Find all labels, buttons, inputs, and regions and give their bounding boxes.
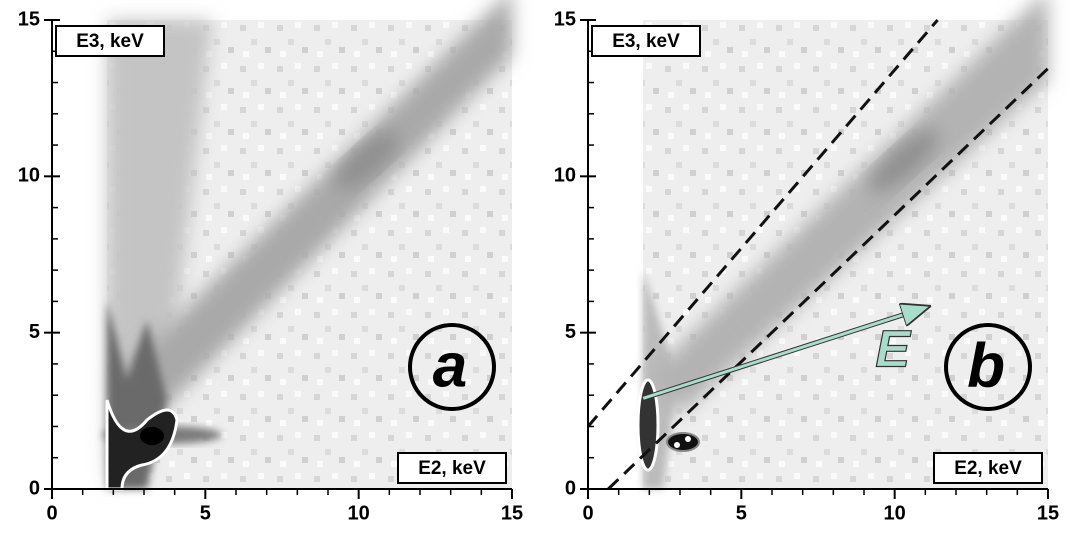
y-tick-label: 5	[29, 321, 40, 343]
dashed-line	[586, 19, 939, 428]
annotation-label: E	[875, 320, 911, 378]
label-box	[933, 452, 1043, 484]
y-tick-label: 10	[554, 165, 576, 187]
x-axis-label: E2, keV	[418, 458, 486, 479]
dashed-line	[607, 67, 1050, 491]
y-tick-label: 10	[18, 165, 40, 187]
panel: E 0 5 10 15 0 5 10 15 E3, keV E2, keV b	[554, 0, 1059, 524]
label-box	[591, 25, 701, 57]
x-tick-label: 10	[884, 502, 906, 524]
x-tick-label: 5	[736, 502, 747, 524]
density	[102, 0, 512, 491]
x-tick-label: 15	[1037, 502, 1059, 524]
y-tick-label: 0	[565, 477, 576, 499]
label-box	[397, 452, 507, 484]
panel: 0 5 10 15 0 5 10 15 E3, keV E2, keV a	[18, 0, 523, 524]
y-tick-label: 5	[565, 321, 576, 343]
x-axis-label: E2, keV	[954, 458, 1022, 479]
panel-label: a	[433, 331, 467, 400]
arrow	[642, 308, 925, 400]
y-axis-label: E3, keV	[612, 31, 680, 52]
x-tick-label: 15	[501, 502, 523, 524]
label-box	[55, 25, 165, 57]
y-tick-label: 0	[29, 477, 40, 499]
y-tick-label: 15	[18, 8, 40, 30]
density	[636, 0, 1048, 489]
panel-label: b	[967, 331, 1005, 400]
y-axis-label: E3, keV	[76, 31, 144, 52]
y-tick-label: 15	[554, 8, 576, 30]
x-tick-label: 5	[200, 502, 211, 524]
x-tick-label: 0	[582, 502, 593, 524]
panel-circle	[944, 323, 1032, 411]
x-tick-label: 10	[348, 502, 370, 524]
x-tick-label: 0	[46, 502, 57, 524]
panel-circle	[408, 323, 496, 411]
